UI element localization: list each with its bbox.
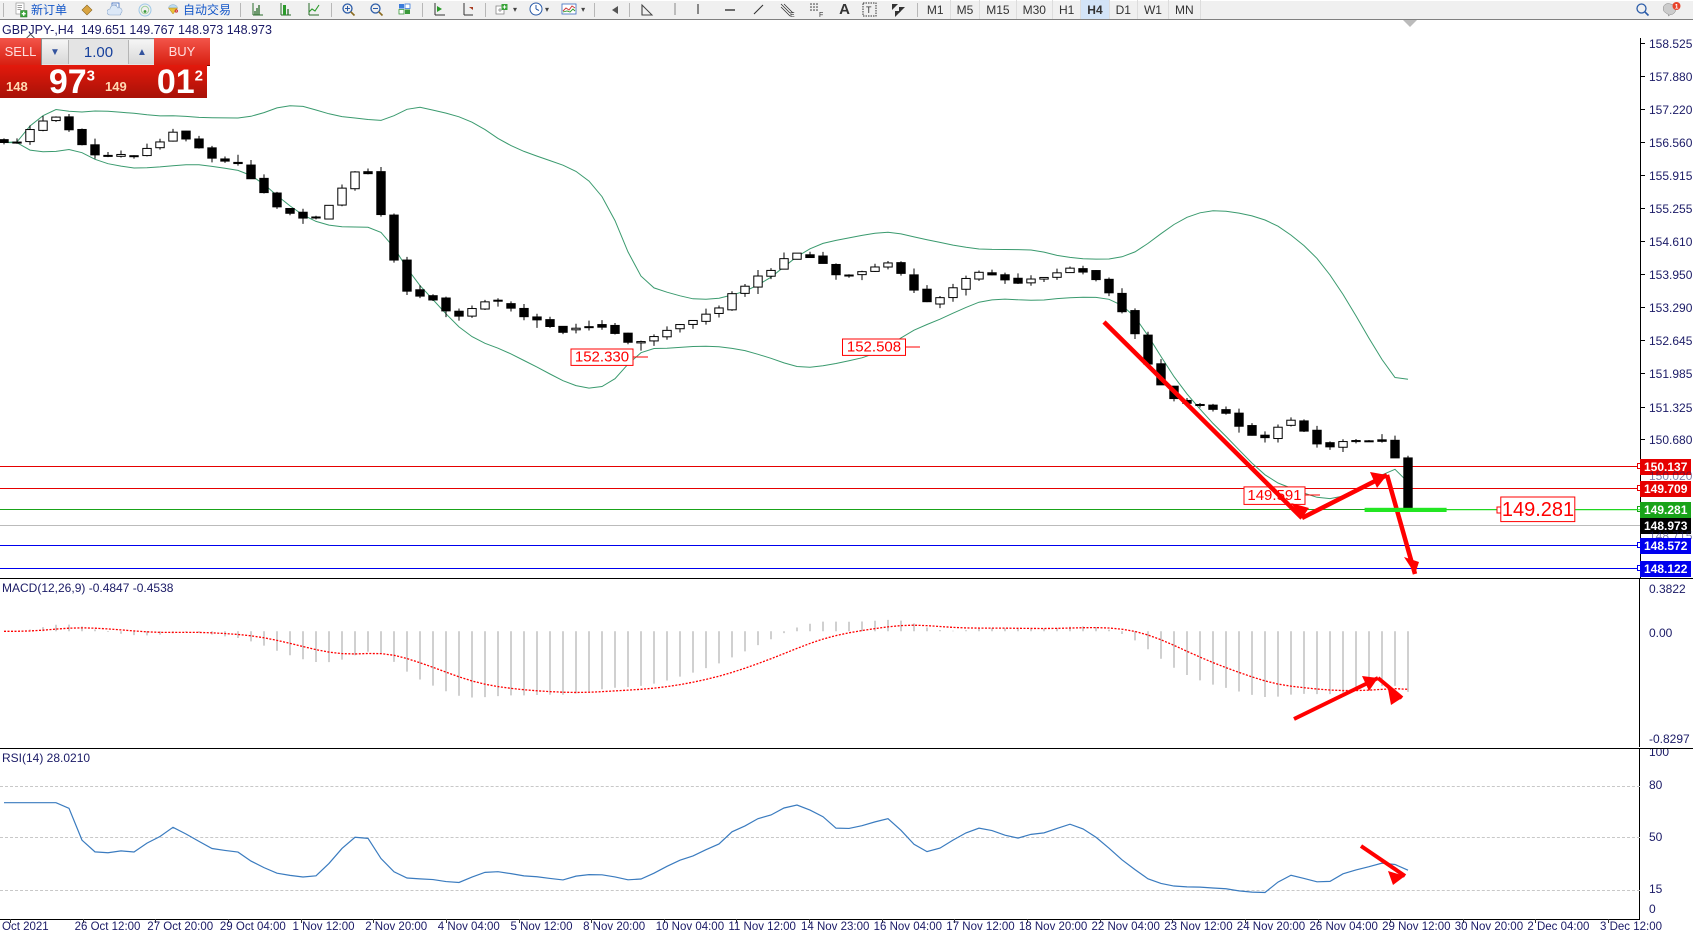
svg-text:T: T bbox=[866, 5, 872, 15]
svg-text:149.281: 149.281 bbox=[1502, 499, 1574, 521]
svg-text:1: 1 bbox=[1675, 3, 1679, 10]
svg-text:E: E bbox=[790, 12, 795, 18]
svg-text:F: F bbox=[819, 12, 823, 18]
svg-text:152.330: 152.330 bbox=[575, 349, 629, 366]
svg-text:152.508: 152.508 bbox=[847, 339, 901, 356]
